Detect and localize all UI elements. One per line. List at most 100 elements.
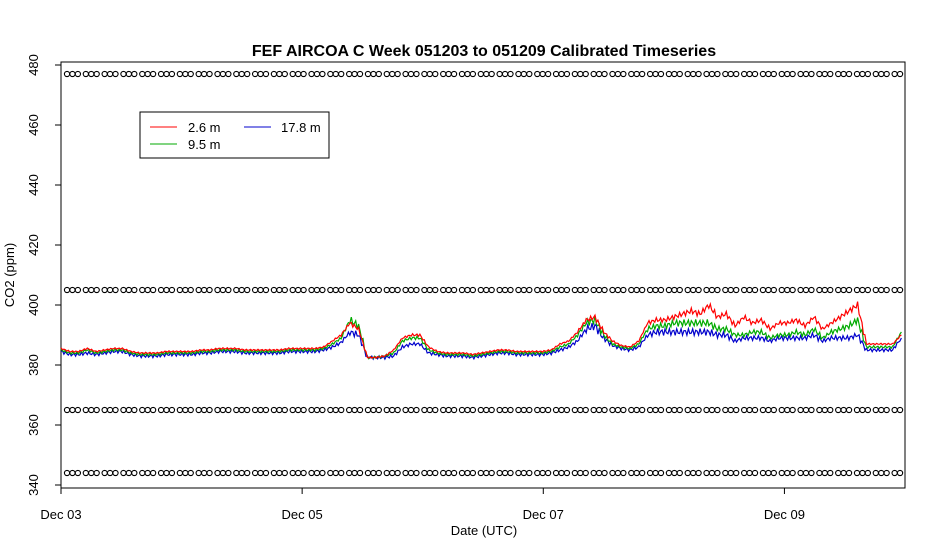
reference-marker xyxy=(620,286,627,294)
reference-marker xyxy=(206,469,213,477)
reference-marker xyxy=(571,70,579,78)
reference-marker xyxy=(144,406,151,414)
reference-marker xyxy=(426,406,433,414)
reference-marker xyxy=(595,469,603,477)
reference-marker xyxy=(413,406,420,414)
reference-marker xyxy=(432,469,439,477)
reference-marker xyxy=(356,406,364,414)
reference-marker xyxy=(225,469,232,477)
reference-marker xyxy=(501,469,509,477)
reference-marker xyxy=(200,70,208,78)
reference-marker xyxy=(195,286,202,294)
reference-marker xyxy=(319,70,326,78)
reference-marker xyxy=(112,469,119,477)
reference-marker xyxy=(628,286,635,294)
reference-marker xyxy=(835,469,842,477)
reference-marker xyxy=(88,70,95,78)
reference-marker xyxy=(671,70,678,78)
reference-marker xyxy=(262,406,270,414)
reference-marker xyxy=(214,406,221,414)
reference-marker xyxy=(684,406,691,414)
reference-marker xyxy=(639,286,646,294)
reference-marker xyxy=(445,406,452,414)
reference-marker xyxy=(313,286,321,294)
x-axis: Dec 03 Dec 05 Dec 07 Dec 09 xyxy=(40,488,805,522)
reference-marker xyxy=(319,406,326,414)
y-tick-label: 480 xyxy=(26,54,41,76)
reference-marker xyxy=(563,406,571,414)
reference-marker xyxy=(313,70,321,78)
reference-marker xyxy=(872,469,879,477)
reference-marker xyxy=(69,286,76,294)
reference-marker xyxy=(477,286,484,294)
reference-marker xyxy=(595,70,603,78)
reference-marker xyxy=(125,469,133,477)
reference-marker xyxy=(614,70,622,78)
reference-marker xyxy=(182,70,189,78)
reference-marker xyxy=(351,286,358,294)
reference-marker xyxy=(515,406,522,414)
reference-marker xyxy=(695,469,702,477)
reference-marker xyxy=(835,406,842,414)
reference-marker xyxy=(582,286,589,294)
reference-marker xyxy=(789,469,796,477)
reference-marker xyxy=(308,286,315,294)
reference-marker xyxy=(149,286,157,294)
reference-marker xyxy=(896,286,904,294)
reference-marker xyxy=(816,406,823,414)
reference-marker xyxy=(590,469,597,477)
reference-marker xyxy=(864,469,872,477)
reference-marker xyxy=(144,469,151,477)
reference-marker xyxy=(520,286,528,294)
reference-marker xyxy=(300,70,307,78)
reference-marker xyxy=(176,406,184,414)
reference-marker xyxy=(233,469,240,477)
reference-marker xyxy=(539,406,546,414)
reference-marker xyxy=(722,286,729,294)
reference-marker xyxy=(295,70,302,78)
reference-marker xyxy=(827,469,834,477)
reference-marker xyxy=(601,406,608,414)
reference-marker xyxy=(308,406,315,414)
plot-frame xyxy=(60,61,906,489)
reference-marker xyxy=(319,286,326,294)
reference-marker xyxy=(238,469,245,477)
reference-marker xyxy=(270,70,278,78)
reference-marker xyxy=(759,286,767,294)
reference-marker xyxy=(614,286,622,294)
reference-marker xyxy=(746,469,753,477)
reference-marker xyxy=(289,70,296,78)
reference-marker xyxy=(558,469,565,477)
reference-marker xyxy=(722,406,729,414)
reference-marker xyxy=(163,469,170,477)
reference-marker xyxy=(182,469,189,477)
reference-marker xyxy=(300,469,307,477)
reference-marker xyxy=(883,406,890,414)
reference-marker xyxy=(351,70,358,78)
reference-marker xyxy=(840,70,847,78)
reference-marker xyxy=(496,286,503,294)
reference-marker xyxy=(281,469,288,477)
reference-marker xyxy=(526,469,533,477)
reference-marker xyxy=(628,469,635,477)
reference-marker xyxy=(319,469,326,477)
reference-marker xyxy=(346,406,353,414)
reference-marker xyxy=(251,469,259,477)
reference-marker xyxy=(332,286,339,294)
reference-marker xyxy=(195,406,202,414)
reference-marker xyxy=(845,286,853,294)
reference-marker xyxy=(864,406,872,414)
reference-marker xyxy=(289,406,296,414)
reference-marker xyxy=(539,286,546,294)
reference-marker xyxy=(139,286,146,294)
reference-marker xyxy=(633,286,640,294)
reference-marker xyxy=(244,406,251,414)
reference-marker xyxy=(214,469,221,477)
reference-marker xyxy=(149,469,157,477)
reference-marker xyxy=(552,70,560,78)
reference-marker xyxy=(609,70,616,78)
reference-marker xyxy=(496,469,503,477)
reference-marker xyxy=(840,469,847,477)
reference-marker xyxy=(432,70,439,78)
reference-marker xyxy=(257,469,264,477)
